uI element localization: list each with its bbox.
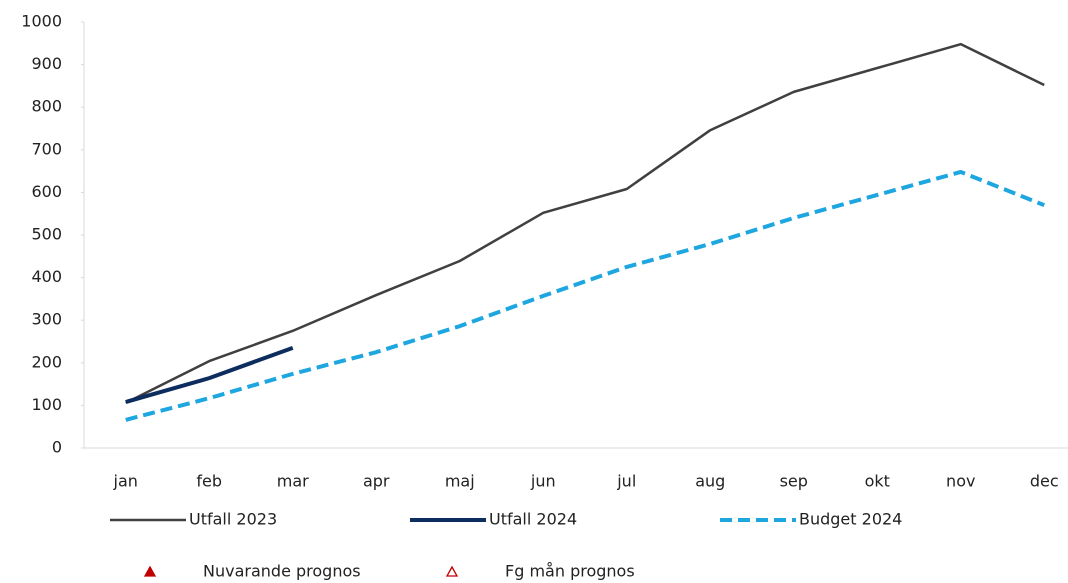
legend-label: Fg mån prognos bbox=[505, 562, 635, 581]
x-tick-label: jul bbox=[616, 472, 636, 491]
legend-marker bbox=[445, 565, 459, 577]
y-tick-label: 600 bbox=[31, 182, 62, 201]
x-tick-label: sep bbox=[780, 472, 808, 491]
series-line bbox=[125, 169, 1045, 422]
series-line bbox=[125, 42, 1045, 404]
legend-label: Utfall 2024 bbox=[489, 510, 577, 529]
x-tick-label: nov bbox=[946, 472, 975, 491]
y-tick-label: 700 bbox=[31, 139, 62, 158]
series-line bbox=[125, 346, 294, 404]
y-tick-label: 1000 bbox=[21, 12, 62, 31]
x-tick-label: aug bbox=[695, 472, 725, 491]
x-tick-label: jun bbox=[530, 472, 556, 491]
legend-marker bbox=[143, 565, 157, 577]
x-tick-label: okt bbox=[865, 472, 890, 491]
legend-label: Utfall 2023 bbox=[189, 510, 277, 529]
x-tick-label: dec bbox=[1030, 472, 1059, 491]
y-tick-label: 800 bbox=[31, 97, 62, 116]
x-tick-label: feb bbox=[196, 472, 222, 491]
x-tick-label: apr bbox=[363, 472, 390, 491]
legend-label: Nuvarande prognos bbox=[203, 562, 361, 581]
y-tick-label: 400 bbox=[31, 267, 62, 286]
x-tick-label: mar bbox=[277, 472, 309, 491]
x-tick-label: maj bbox=[445, 472, 475, 491]
x-tick-label: jan bbox=[113, 472, 138, 491]
y-tick-label: 200 bbox=[31, 352, 62, 371]
y-tick-label: 900 bbox=[31, 54, 62, 73]
y-tick-label: 0 bbox=[52, 438, 62, 457]
y-tick-label: 100 bbox=[31, 395, 62, 414]
y-tick-label: 500 bbox=[31, 225, 62, 244]
y-tick-label: 300 bbox=[31, 310, 62, 329]
legend-label: Budget 2024 bbox=[799, 510, 902, 529]
